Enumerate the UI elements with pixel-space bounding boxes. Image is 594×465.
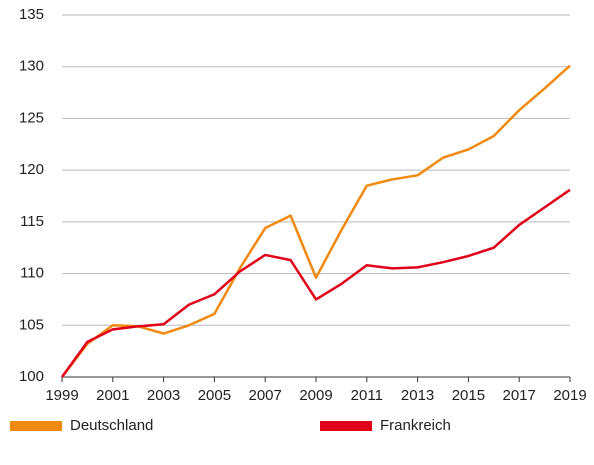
x-tick-label: 2013 <box>401 387 434 404</box>
legend-label: Deutschland <box>70 417 153 434</box>
y-tick-label: 130 <box>19 58 44 75</box>
legend-swatch <box>320 421 372 431</box>
x-tick-label: 2019 <box>553 387 586 404</box>
x-tick-label: 2007 <box>249 387 282 404</box>
x-tick-label: 2005 <box>198 387 231 404</box>
y-tick-label: 120 <box>19 161 44 178</box>
y-tick-label: 125 <box>19 109 44 126</box>
y-tick-label: 100 <box>19 368 44 385</box>
legend-swatch <box>10 421 62 431</box>
x-tick-label: 2015 <box>452 387 485 404</box>
legend-label: Frankreich <box>380 417 451 434</box>
x-tick-label: 1999 <box>45 387 78 404</box>
y-tick-label: 105 <box>19 316 44 333</box>
line <box>60 188 571 378</box>
y-tick-label: 135 <box>19 6 44 23</box>
x-tick-label: 2001 <box>96 387 129 404</box>
x-tick-label: 2003 <box>147 387 180 404</box>
y-tick-label: 115 <box>20 213 44 230</box>
x-tick-label: 2011 <box>351 387 383 404</box>
x-tick-label: 2009 <box>299 387 332 404</box>
x-tick-label: 2017 <box>503 387 536 404</box>
line <box>61 64 571 378</box>
y-tick-label: 110 <box>20 265 44 282</box>
